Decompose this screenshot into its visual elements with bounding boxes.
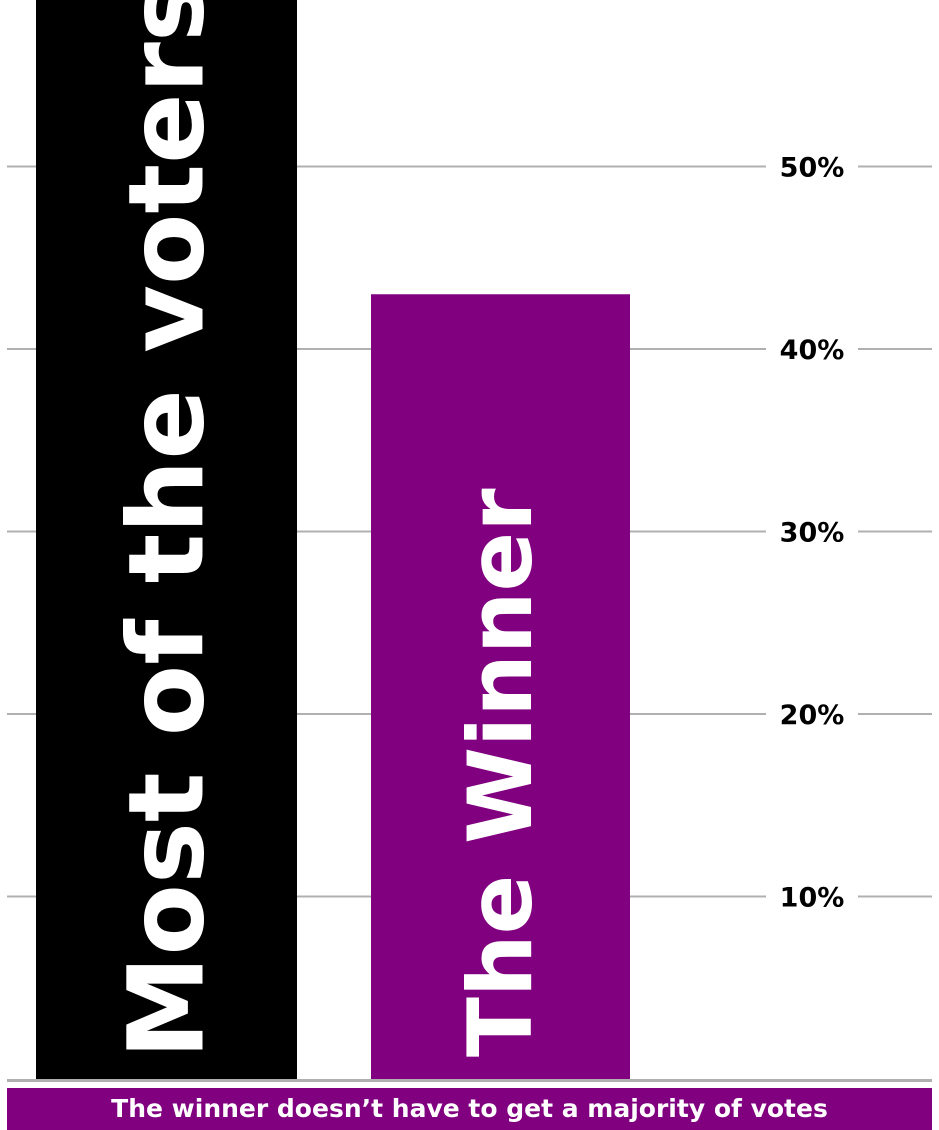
y-tick-label: 40% — [780, 335, 845, 366]
y-tick-label: 10% — [780, 883, 845, 914]
bar-label: Most of the voters — [106, 0, 228, 1059]
footer-banner: The winner doesn’t have to get a majorit… — [7, 1088, 932, 1130]
tick-label-background — [766, 696, 858, 732]
y-axis-ticks: 10% 20% 30% 40% 50% — [766, 148, 858, 915]
y-tick-label: 20% — [780, 700, 845, 731]
tick-label-background — [766, 331, 858, 367]
tick-label-background — [766, 148, 858, 185]
y-tick-label: 50% — [780, 153, 845, 184]
bar — [371, 294, 630, 1079]
bar — [36, 0, 297, 1079]
y-tick-label: 30% — [780, 518, 845, 549]
tick-label-background — [766, 513, 858, 550]
footer-caption: The winner doesn’t have to get a majorit… — [111, 1094, 828, 1123]
tick-label-background — [766, 878, 858, 915]
bar-label: The Winner — [449, 488, 552, 1057]
bars: Most of the voters The Winner — [36, 0, 630, 1079]
